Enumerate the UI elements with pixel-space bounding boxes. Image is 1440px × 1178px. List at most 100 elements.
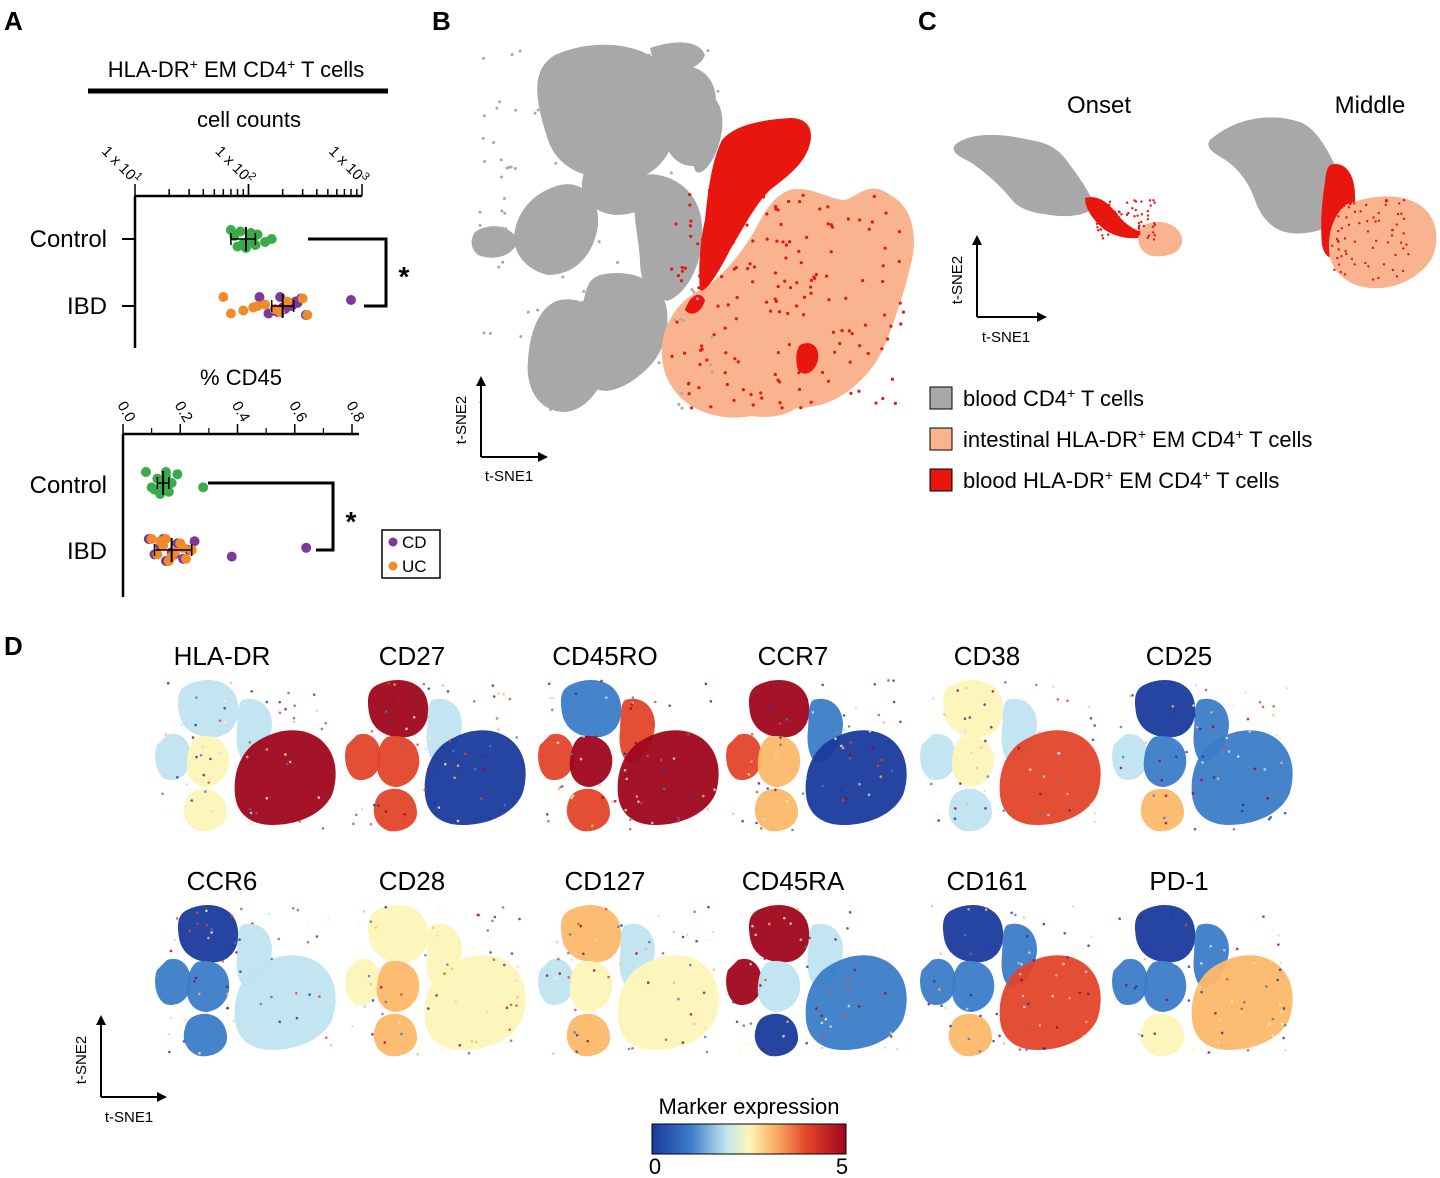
heatmap-cell-dot xyxy=(441,1048,444,1052)
heatmap-cluster xyxy=(538,958,575,1006)
heatmap-cluster xyxy=(155,733,192,781)
heatmap-tile-ccr7 xyxy=(726,679,907,832)
heatmap-cell-dot xyxy=(1231,1044,1235,1048)
heatmap-cell-dot xyxy=(1028,1027,1032,1031)
b-cell-dot xyxy=(669,171,673,175)
heatmap-cell-dot xyxy=(927,1002,931,1006)
heatmap-cell-dot xyxy=(232,1019,236,1023)
heatmap-cell-dot xyxy=(284,707,287,711)
heatmap-cluster xyxy=(177,680,239,738)
pct-tick-label: 0.2 xyxy=(171,399,196,426)
c-cell-dot xyxy=(1401,269,1405,273)
b-cell-dot xyxy=(710,199,714,203)
heatmap-cell-dot xyxy=(437,908,440,912)
heatmap-cell-dot xyxy=(969,993,973,997)
heatmap-cell-dot xyxy=(1216,777,1220,780)
heatmap-cell-dot xyxy=(315,709,319,713)
b-cell-dot xyxy=(788,286,793,290)
c-cell-dot xyxy=(1110,217,1114,221)
marker-label: CCR6 xyxy=(187,866,258,896)
heatmap-cell-dot xyxy=(1002,1042,1006,1045)
heatmap-tile-cd161 xyxy=(920,904,1101,1057)
heatmap-cell-dot xyxy=(512,1036,516,1039)
heatmap-cell-dot xyxy=(1230,1000,1234,1004)
b-cell-dot xyxy=(554,161,558,165)
heatmap-cell-dot xyxy=(182,1040,186,1043)
heatmap-cell-dot xyxy=(1124,983,1128,987)
b-cell-dot xyxy=(561,275,565,279)
heatmap-cell-dot xyxy=(947,684,951,688)
heatmap-cell-dot xyxy=(324,1036,328,1040)
heatmap-cell-dot xyxy=(558,972,562,975)
legend-label-blood-cd4: blood CD4+ T cells xyxy=(963,385,1144,411)
counts-tick-labels: 1 x 101 1 x 102 1 x 103 xyxy=(98,143,372,184)
b-cell-dot xyxy=(724,351,728,355)
heatmap-cell-dot xyxy=(360,807,364,811)
heatmap-tile-cd127 xyxy=(538,905,719,1057)
b-cell-dot xyxy=(872,194,876,198)
heatmap-cell-dot xyxy=(969,751,973,755)
heatmap-cell-dot xyxy=(509,1039,513,1042)
heatmap-cell-dot xyxy=(207,781,210,784)
b-cell-dot xyxy=(706,157,710,161)
heatmap-cell-dot xyxy=(1056,698,1060,701)
b-cell-dot xyxy=(692,290,696,294)
c-cell-dot xyxy=(1115,212,1118,216)
heatmap-cell-dot xyxy=(238,938,241,941)
b-cell-dot xyxy=(514,108,518,112)
colorbar xyxy=(651,1123,847,1155)
heatmap-cell-dot xyxy=(938,988,941,991)
heatmap-cell-dot xyxy=(644,937,648,941)
heatmap-cell-dot xyxy=(164,733,168,736)
pct-point-cd xyxy=(226,551,237,562)
heatmap-cell-dot xyxy=(820,1035,824,1039)
heatmap-cell-dot xyxy=(1236,755,1240,758)
b-cell-dot xyxy=(858,218,862,222)
b-cell-dot xyxy=(801,193,805,197)
b-cell-dot xyxy=(809,278,814,282)
heatmap-cell-dot xyxy=(979,746,983,749)
heatmap-cell-dot xyxy=(1258,700,1262,704)
b-cell-dot xyxy=(519,335,523,339)
heatmap-cell-dot xyxy=(1087,944,1090,947)
c-cell-dot xyxy=(1137,225,1141,229)
heatmap-cell-dot xyxy=(747,772,751,776)
b-cell-dot xyxy=(696,239,700,243)
b-cell-dot xyxy=(774,204,778,209)
heatmap-cell-dot xyxy=(1142,948,1146,951)
heatmap-cell-dot xyxy=(370,729,374,733)
c-cell-dot xyxy=(1127,211,1130,215)
b-cell-dot xyxy=(709,363,713,367)
c-cell-dot xyxy=(1347,223,1351,227)
panel-a: HLA-DR+ EM CD4+ T cells cell counts 1 x … xyxy=(30,56,441,597)
b-cell-dot xyxy=(735,295,739,300)
heatmap-cell-dot xyxy=(847,1004,851,1008)
heatmap-cell-dot xyxy=(435,994,438,997)
b-cell-dot xyxy=(882,313,887,317)
heatmap-cell-dot xyxy=(627,1047,631,1051)
heatmap-cell-dot xyxy=(829,1025,833,1028)
heatmap-cell-dot xyxy=(979,799,983,803)
heatmap-cell-dot xyxy=(968,716,972,719)
heatmap-cluster xyxy=(1112,958,1149,1006)
heatmap-cell-dot xyxy=(758,1016,762,1020)
b-cell-dot xyxy=(780,406,784,410)
c-cell-dot xyxy=(1365,203,1368,207)
b-cell-dot xyxy=(630,191,634,195)
heatmap-tile-cd38 xyxy=(920,680,1101,832)
heatmap-cluster xyxy=(748,680,810,738)
heatmap-cluster xyxy=(1134,680,1196,738)
heatmap-cell-dot xyxy=(779,736,782,740)
b-cell-dot xyxy=(779,222,783,227)
heatmap-cluster xyxy=(726,958,763,1006)
heatmap-cell-dot xyxy=(1263,768,1267,771)
b-cell-dot xyxy=(502,197,506,201)
heatmap-cell-dot xyxy=(239,907,243,911)
c-cell-dot xyxy=(1106,233,1110,236)
d-marker-heatmaps: HLA-DR CD27 CD45RO CCR7 CD38 CD25 CCR6 CD28 CD12… xyxy=(155,641,1293,1057)
pct-point-uc xyxy=(180,553,191,564)
c-cell-dot xyxy=(1359,210,1362,213)
heatmap-cell-dot xyxy=(567,976,570,979)
heatmap-cell-dot xyxy=(854,706,857,710)
b-cell-dot xyxy=(874,401,878,405)
